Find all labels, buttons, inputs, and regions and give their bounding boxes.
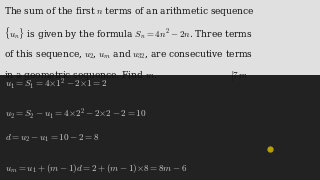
Text: $u_m = u_1 + (m-1)d = 2 + (m-1){\times}8 = 8m-6$: $u_m = u_1 + (m-1)d = 2 + (m-1){\times}8… (5, 162, 187, 175)
Text: of this sequence, $u_2$, $u_m$ and $u_{32}$, are consecutive terms: of this sequence, $u_2$, $u_m$ and $u_{3… (4, 48, 253, 61)
Text: $u_1 = S_1 = 4{\times}1^2 - 2{\times}1 = 2$: $u_1 = S_1 = 4{\times}1^2 - 2{\times}1 =… (5, 76, 107, 91)
Text: $\{u_n\}$ is given by the formula $S_n = 4n^2 - 2n$. Three terms: $\{u_n\}$ is given by the formula $S_n =… (4, 26, 252, 42)
Bar (0, 0, 320, 75)
Text: $u_2 = S_2 - u_1 = 4{\times}2^2 - 2{\times}2 - 2 = 10$: $u_2 = S_2 - u_1 = 4{\times}2^2 - 2{\tim… (5, 106, 146, 121)
Text: The sum of the first $n$ terms of an arithmetic sequence: The sum of the first $n$ terms of an ari… (4, 4, 254, 17)
Text: in a geometric sequence. Find $m$.                          $[7\,m$: in a geometric sequence. Find $m$. $[7\,… (4, 69, 248, 83)
Text: $d = u_2 - u_1 = 10 - 2 = 8$: $d = u_2 - u_1 = 10 - 2 = 8$ (5, 132, 99, 144)
